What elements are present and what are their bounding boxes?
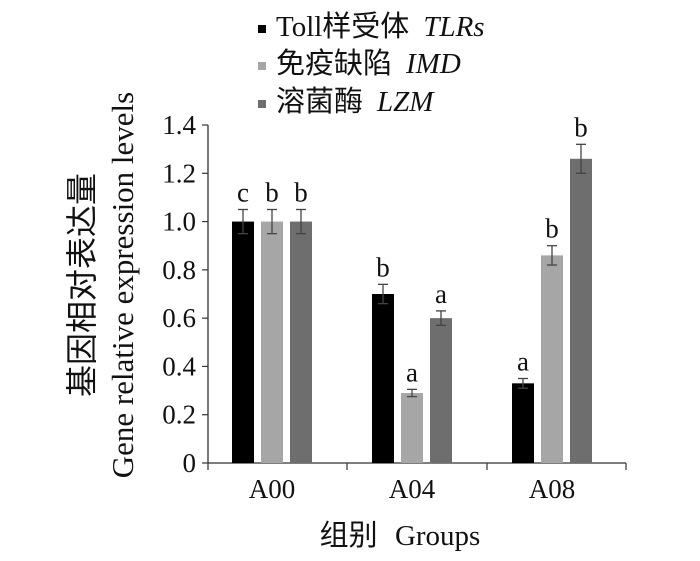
legend-label-cn: Toll样受体 bbox=[276, 10, 409, 43]
legend-label-en: LZM bbox=[376, 86, 435, 118]
significance-letter: c bbox=[237, 178, 249, 208]
x-tick-label: A00 bbox=[249, 474, 296, 504]
y-tick-label: 0 bbox=[183, 448, 197, 478]
legend-label-cn: 溶菌酶 bbox=[276, 85, 363, 118]
bar bbox=[232, 221, 254, 463]
bar bbox=[290, 221, 312, 463]
bar bbox=[512, 383, 534, 463]
svg-text:组别 Groups: 组别 Groups bbox=[320, 519, 481, 552]
significance-letter: b bbox=[265, 178, 279, 208]
x-tick-label: A08 bbox=[529, 474, 576, 504]
y-axis-title: 基因相对表达量 Gene relative expression levels bbox=[64, 92, 140, 479]
x-axis-label-cn: 组别 bbox=[320, 519, 378, 552]
bar bbox=[372, 294, 394, 463]
legend-entry: Toll样受体 TLRs bbox=[276, 10, 485, 43]
y-tick-label: 1.0 bbox=[162, 207, 196, 237]
significance-letter: a bbox=[406, 357, 418, 387]
y-tick-label: 0.6 bbox=[162, 303, 196, 333]
significance-letter: b bbox=[294, 178, 308, 208]
x-axis-label-en: Groups bbox=[395, 520, 480, 552]
significance-letter: b bbox=[545, 214, 559, 244]
significance-letter: b bbox=[376, 252, 390, 282]
y-tick-label: 0.4 bbox=[162, 351, 196, 381]
bar bbox=[401, 392, 423, 463]
legend-label-cn: 免疫缺陷 bbox=[276, 47, 392, 80]
x-tick-label: A04 bbox=[389, 474, 436, 504]
x-axis-title: 组别 Groups bbox=[320, 519, 481, 552]
legend: Toll样受体 TLRs 免疫缺陷 IMD 溶菌酶 LZM bbox=[258, 10, 485, 118]
bar bbox=[430, 318, 452, 463]
y-tick-label: 1.2 bbox=[162, 158, 196, 188]
significance-letter: a bbox=[435, 279, 447, 309]
significance-letter: b bbox=[574, 112, 588, 142]
legend-label-en: TLRs bbox=[423, 11, 484, 43]
y-tick-label: 1.4 bbox=[162, 110, 196, 140]
bar bbox=[541, 255, 563, 463]
y-tick-label: 0.2 bbox=[162, 400, 196, 430]
legend-label-en: IMD bbox=[405, 48, 461, 80]
legend-swatch bbox=[258, 25, 266, 33]
y-tick-label: 0.8 bbox=[162, 255, 196, 285]
legend-entry: 溶菌酶 LZM bbox=[276, 85, 435, 118]
y-axis-label-cn: 基因相对表达量 bbox=[64, 173, 100, 397]
y-axis-label-en: Gene relative expression levels bbox=[105, 92, 140, 479]
legend-entry: 免疫缺陷 IMD bbox=[276, 47, 461, 80]
bar bbox=[570, 158, 592, 464]
legend-swatch bbox=[258, 100, 266, 108]
legend-swatch bbox=[258, 62, 266, 70]
significance-letter: a bbox=[517, 347, 529, 377]
bar bbox=[261, 221, 283, 463]
